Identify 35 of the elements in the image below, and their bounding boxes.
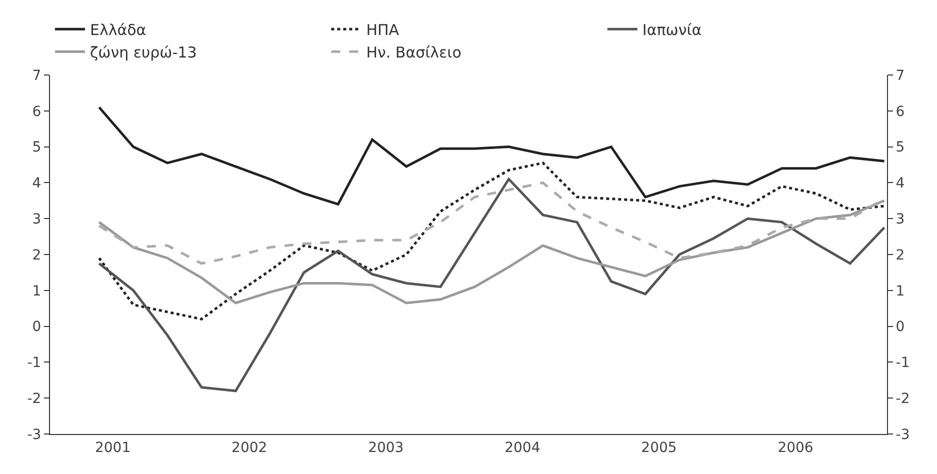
- x-tick-label: 2002: [232, 440, 268, 456]
- y-tick-label: 5: [32, 140, 42, 156]
- y2-tick-label: 1: [896, 283, 905, 300]
- y-tick-label: -2: [27, 391, 42, 407]
- legend-label: Ιαπωνία: [642, 20, 702, 39]
- legend-label: ζώνη ευρώ-13: [90, 43, 197, 62]
- legend-label: Ην. Βασίλειο: [366, 43, 462, 62]
- y-tick-label: -3: [27, 426, 42, 443]
- y2-tick-label: -1: [896, 355, 910, 372]
- y2-tick-label: 2: [896, 247, 905, 264]
- y-tick-label: 7: [32, 68, 42, 84]
- line-series: [98, 199, 886, 304]
- y2-tick-label: 4: [896, 176, 905, 192]
- y2-tick-label: 3: [896, 212, 905, 228]
- y2-tick-label: -2: [896, 391, 910, 407]
- y2-tick-label: 0: [896, 319, 905, 336]
- line-series: [98, 178, 886, 392]
- legend-label: Ελλάδα: [90, 20, 146, 39]
- y-tick-label: -1: [27, 355, 42, 372]
- y2-tick-label: -3: [896, 426, 910, 443]
- x-tick-label: 2003: [368, 440, 404, 456]
- x-tick-label: 2006: [778, 440, 814, 456]
- y2-tick-label: 7: [896, 68, 905, 84]
- y-tick-label: 3: [32, 212, 42, 228]
- legend-label: ΗΠΑ: [366, 20, 400, 39]
- y-tick-label: 4: [32, 176, 42, 192]
- y-tick-label: 6: [32, 104, 42, 120]
- y-tick-label: 0: [32, 319, 42, 336]
- x-tick-label: 2004: [504, 440, 540, 456]
- x-tick-label: 2001: [94, 440, 131, 456]
- y-tick-label: 1: [32, 283, 42, 300]
- y2-tick-label: 5: [896, 140, 905, 156]
- y2-tick-label: 6: [896, 104, 905, 120]
- y-tick-label: 2: [32, 247, 42, 264]
- x-tick-label: 2005: [641, 440, 677, 456]
